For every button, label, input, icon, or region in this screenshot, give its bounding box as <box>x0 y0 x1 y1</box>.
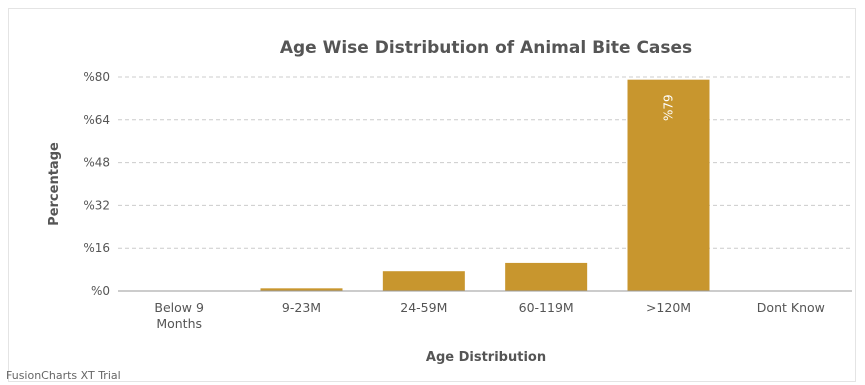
x-tick-label: Below 9 Months <box>154 300 204 331</box>
chart-frame <box>8 8 856 382</box>
x-tick-labels: Below 9 Months 9-23M 24-59M 60-119M >120M Dont… <box>154 300 824 331</box>
x-axis-label: Age Distribution <box>426 350 546 365</box>
bars: %79 <box>260 79 710 291</box>
y-tick-label: %80 <box>83 70 110 84</box>
bar <box>260 288 343 291</box>
data-label: %79 <box>662 94 676 121</box>
y-tick-label: %16 <box>83 241 110 255</box>
x-tick-label: >120M <box>646 300 691 315</box>
y-tick-label: %32 <box>83 198 110 212</box>
y-tick-label: %0 <box>91 284 110 298</box>
chart-title: Age Wise Distribution of Animal Bite Cas… <box>280 38 692 58</box>
y-tick-label: %64 <box>83 113 110 127</box>
y-tick-labels: %0 %16 %32 %48 %64 %80 <box>83 70 110 298</box>
x-tick-label: 60-119M <box>519 300 574 315</box>
y-tick-label: %48 <box>83 156 110 170</box>
y-axis-label: Percentage <box>47 142 62 226</box>
watermark-text: FusionCharts XT Trial <box>6 369 121 382</box>
x-tick-label: 9-23M <box>282 300 321 315</box>
x-tick-label: 24-59M <box>400 300 447 315</box>
bar <box>627 79 710 291</box>
bar <box>505 262 588 291</box>
bar <box>382 271 465 291</box>
x-tick-label: Dont Know <box>757 300 825 315</box>
gridlines <box>118 76 852 249</box>
